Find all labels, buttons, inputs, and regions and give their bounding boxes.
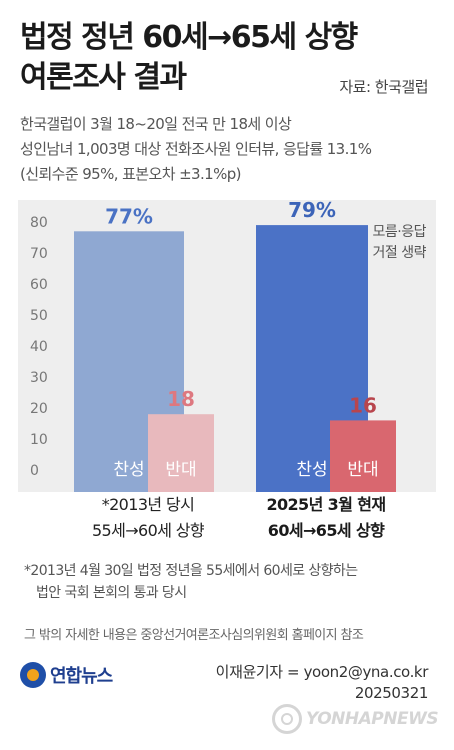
side-note-line-1: 모름·응답 [372, 224, 427, 240]
bar-category-label: 반대 [165, 460, 196, 480]
title-line-2: 여론조사 결과 [20, 60, 187, 95]
data-label: 77% [105, 204, 153, 228]
data-label: 79% [288, 200, 336, 222]
data-label: 18 [167, 387, 195, 411]
y-tick-label: 50 [30, 308, 48, 324]
bar-2013-disagree [148, 414, 214, 492]
page-title: 법정 정년 60세→65세 상향 여론조사 결과 [20, 18, 358, 98]
group-label-2025-line-1: 2025년 3월 현재 [266, 495, 386, 514]
group-label-2013: *2013년 당시 55세→60세 상향 [58, 492, 238, 544]
group-label-2013-line-1: *2013년 당시 [101, 495, 195, 514]
watermark-text: YONHAPNEWS [306, 709, 439, 729]
side-note: 모름·응답 거절 생략 [372, 222, 427, 264]
y-tick-label: 20 [30, 401, 48, 417]
yonhap-logo-text: 연합뉴스 [50, 666, 113, 687]
description-line-1: 한국갤럽이 3월 18~20일 전국 만 18세 이상 [20, 115, 292, 133]
y-tick-label: 10 [30, 432, 48, 448]
title-line-1: 법정 정년 60세→65세 상향 [20, 20, 358, 55]
bar-category-label: 반대 [347, 460, 378, 480]
yonhap-logo-icon [20, 662, 46, 688]
y-tick-label: 40 [30, 339, 48, 355]
group-label-2013-line-2: 55세→60세 상향 [91, 521, 205, 540]
y-tick-label: 60 [30, 277, 48, 293]
yonhap-logo: 연합뉴스 [20, 662, 113, 688]
description-line-2: 성인남녀 1,003명 대상 전화조사원 인터뷰, 응답률 13.1% [20, 140, 372, 158]
credit-line-2: 20250321 [354, 684, 429, 702]
group-label-2025-line-2: 60세→65세 상향 [267, 521, 385, 540]
data-label: 16 [349, 393, 377, 417]
bar-chart: 0 10 20 30 40 50 60 70 80 77% 찬성 18 반대 79% 찬성 16 반대 [30, 200, 396, 492]
bar-category-label: 찬성 [296, 460, 327, 480]
credit-line-1: 이재윤기자 = yoon2@yna.co.kr [215, 663, 429, 681]
footnote: *2013년 4월 30일 법정 정년을 55세에서 60세로 상향하는 법안 … [24, 560, 358, 604]
y-tick-label: 30 [30, 370, 48, 386]
description-line-3: (신뢰수준 95%, 표본오차 ±3.1%p) [20, 165, 242, 183]
footnote-line-1: *2013년 4월 30일 법정 정년을 55세에서 60세로 상향하는 [24, 563, 358, 579]
footnote-line-2: 법안 국회 본회의 통과 당시 [36, 585, 187, 601]
watermark: YONHAPNEWS [272, 704, 439, 734]
group-label-2025: 2025년 3월 현재 60세→65세 상향 [236, 492, 416, 544]
watermark-icon [272, 704, 302, 734]
reference-note: 그 밖의 자세한 내용은 중앙선거여론조사심의위원회 홈페이지 참조 [24, 628, 364, 643]
bar-2025-disagree [330, 420, 396, 492]
side-note-line-2: 거절 생략 [372, 245, 427, 261]
y-tick-label: 80 [30, 215, 48, 231]
author-credit: 이재윤기자 = yoon2@yna.co.kr 20250321 [215, 662, 429, 704]
y-tick-label: 0 [30, 463, 39, 479]
source-label: 자료: 한국갤럽 [339, 78, 428, 96]
survey-description: 한국갤럽이 3월 18~20일 전국 만 18세 이상 성인남녀 1,003명 … [20, 112, 372, 187]
bar-category-label: 찬성 [113, 460, 144, 480]
y-tick-label: 70 [30, 246, 48, 262]
